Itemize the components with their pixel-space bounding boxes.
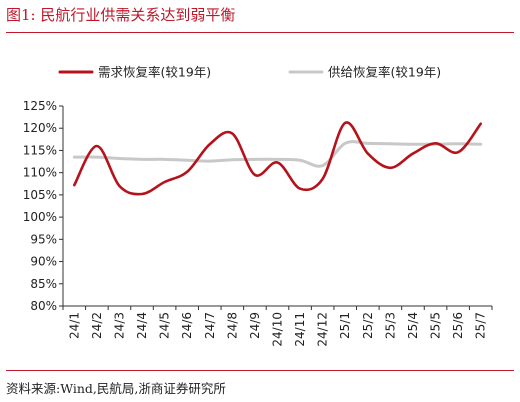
source-note: 资料来源:Wind,民航局,浙商证券研究所 bbox=[6, 381, 226, 396]
y-tick-label: 100% bbox=[23, 210, 57, 224]
x-tick-label: 24/7 bbox=[203, 312, 217, 339]
x-tick-label: 25/1 bbox=[338, 312, 352, 339]
x-tick-label: 25/7 bbox=[474, 312, 488, 339]
x-tick-label: 24/9 bbox=[248, 312, 262, 339]
x-tick-label: 24/8 bbox=[225, 312, 239, 339]
x-tick-label: 25/2 bbox=[361, 312, 375, 339]
y-tick-label: 105% bbox=[23, 188, 57, 202]
y-tick-label: 115% bbox=[23, 143, 57, 157]
y-tick-label: 125% bbox=[23, 99, 57, 113]
x-tick-label: 25/3 bbox=[383, 312, 397, 339]
figure-title: 图1: 民航行业供需关系达到弱平衡 bbox=[6, 6, 236, 24]
legend-demand-label: 需求恢复率(较19年) bbox=[98, 65, 211, 80]
y-tick-label: 85% bbox=[30, 277, 57, 291]
y-tick-label: 110% bbox=[23, 166, 57, 180]
x-tick-label: 24/2 bbox=[90, 312, 104, 339]
title-underline bbox=[6, 32, 514, 33]
chart-legend: 需求恢复率(较19年) 供给恢复率(较19年) bbox=[58, 65, 441, 80]
x-tick-label: 24/10 bbox=[271, 312, 285, 347]
source-divider bbox=[6, 370, 514, 371]
y-tick-label: 120% bbox=[23, 121, 57, 135]
x-tick-label: 24/12 bbox=[316, 312, 330, 347]
legend-supply-label: 供给恢复率(较19年) bbox=[328, 65, 441, 80]
x-axis-ticks: 24/1 24/2 24/3 24/4 24/5 24/6 24/7 24/8 24/9 24/1… bbox=[62, 306, 493, 347]
y-axis-ticks: 125% 120% 115% 110% 105% 100% 95% 90% 85% 80% bbox=[23, 99, 63, 313]
y-tick-label: 95% bbox=[30, 232, 57, 246]
x-tick-label: 25/6 bbox=[451, 312, 465, 339]
y-tick-label: 90% bbox=[30, 255, 57, 269]
x-tick-label: 24/5 bbox=[158, 312, 172, 339]
chart-axes bbox=[62, 106, 492, 307]
x-tick-label: 24/11 bbox=[293, 312, 307, 347]
chart-series bbox=[72, 121, 483, 196]
x-tick-label: 24/3 bbox=[112, 312, 126, 339]
x-tick-label: 24/1 bbox=[67, 312, 81, 339]
x-tick-label: 24/6 bbox=[180, 312, 194, 339]
line-chart: 需求恢复率(较19年) 供给恢复率(较19年) 125%120%115%110%1… bbox=[23, 65, 493, 347]
y-tick-label: 80% bbox=[30, 299, 57, 313]
x-tick-label: 25/4 bbox=[406, 312, 420, 339]
x-tick-label: 25/5 bbox=[429, 312, 443, 339]
x-tick-label: 24/4 bbox=[135, 312, 149, 339]
